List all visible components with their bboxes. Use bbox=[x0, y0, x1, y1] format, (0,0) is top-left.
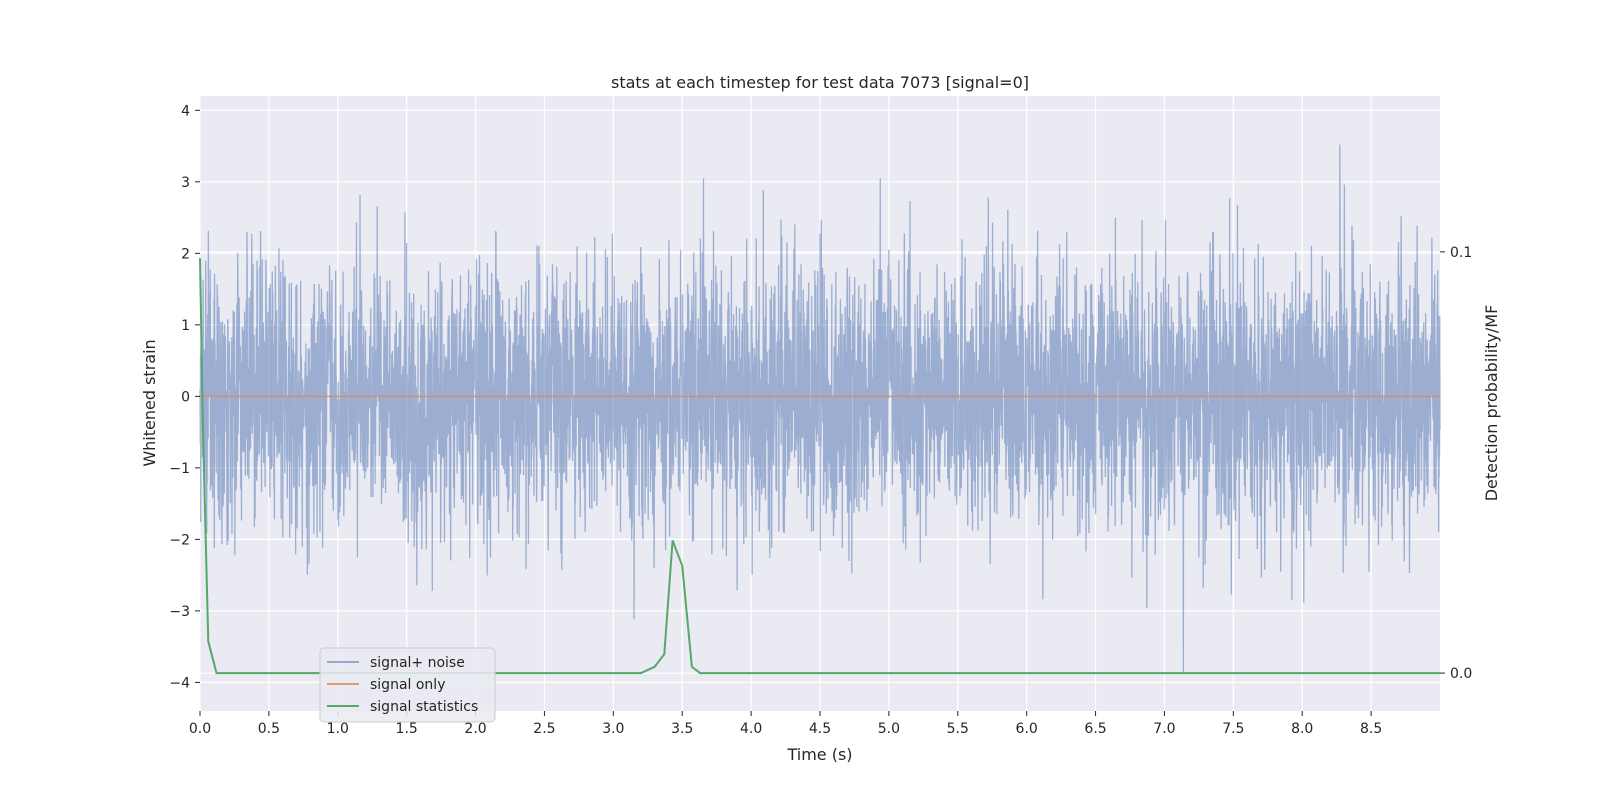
x-tick-label: 3.0 bbox=[602, 721, 624, 737]
x-tick-label: 8.5 bbox=[1360, 721, 1382, 737]
x-tick-label: 8.0 bbox=[1291, 721, 1313, 737]
y-tick-label: −4 bbox=[169, 675, 190, 691]
signal-statistics-line bbox=[199, 258, 1440, 675]
legend-label-noise: signal+ noise bbox=[370, 655, 465, 671]
y-tick-label: 3 bbox=[181, 175, 190, 191]
x-tick-label: 2.5 bbox=[533, 721, 555, 737]
legend: signal+ noise signal only signal statist… bbox=[319, 647, 496, 723]
chart-title: stats at each timestep for test data 707… bbox=[611, 73, 1029, 92]
x-tick-label: 2.0 bbox=[464, 721, 486, 737]
y-axis-label: Whitened strain bbox=[140, 339, 159, 466]
signal-statistics-series bbox=[199, 258, 1440, 675]
y-tick-label: −1 bbox=[169, 461, 190, 477]
x-tick-label: 3.5 bbox=[671, 721, 693, 737]
x-tick-label: 6.0 bbox=[1016, 721, 1038, 737]
x-tick-label: 5.5 bbox=[947, 721, 969, 737]
signal-noise-line bbox=[199, 144, 1441, 673]
x-tick-label: 7.5 bbox=[1222, 721, 1244, 737]
x-tick-label: 5.0 bbox=[878, 721, 900, 737]
x-tick-label: 4.0 bbox=[740, 721, 762, 737]
x-tick-label: 4.5 bbox=[809, 721, 831, 737]
x-tick-label: 0.0 bbox=[189, 721, 211, 737]
x-tick-label: 1.0 bbox=[327, 721, 349, 737]
y-tick-label: 1 bbox=[181, 318, 190, 334]
axis-ticks: 0.0 0.5 1.0 1.5 2.0 2.5 3.0 3.5 4.0 4.5 5.0 5.5 6.0 6… bbox=[169, 103, 1472, 737]
legend-label-stats: signal statistics bbox=[370, 699, 478, 715]
y2-tick-label: 0.1 bbox=[1450, 245, 1472, 261]
x-tick-label: 6.5 bbox=[1084, 721, 1106, 737]
x-tick-label: 0.5 bbox=[258, 721, 280, 737]
x-tick-label: 1.5 bbox=[396, 721, 418, 737]
y-tick-label: 0 bbox=[181, 389, 190, 405]
x-tick-label: 7.0 bbox=[1153, 721, 1175, 737]
y-tick-label: −3 bbox=[169, 604, 190, 620]
legend-label-signal: signal only bbox=[370, 677, 445, 693]
y-tick-label: 2 bbox=[181, 246, 190, 262]
signal-noise-series bbox=[199, 144, 1441, 673]
x-axis-label: Time (s) bbox=[786, 745, 852, 764]
y-tick-label: −2 bbox=[169, 532, 190, 548]
legend-box bbox=[319, 647, 496, 723]
y-tick-label: 4 bbox=[181, 103, 190, 119]
y2-tick-label: 0.0 bbox=[1450, 666, 1472, 682]
y2-axis-label: Detection probability/MF bbox=[1482, 305, 1501, 502]
